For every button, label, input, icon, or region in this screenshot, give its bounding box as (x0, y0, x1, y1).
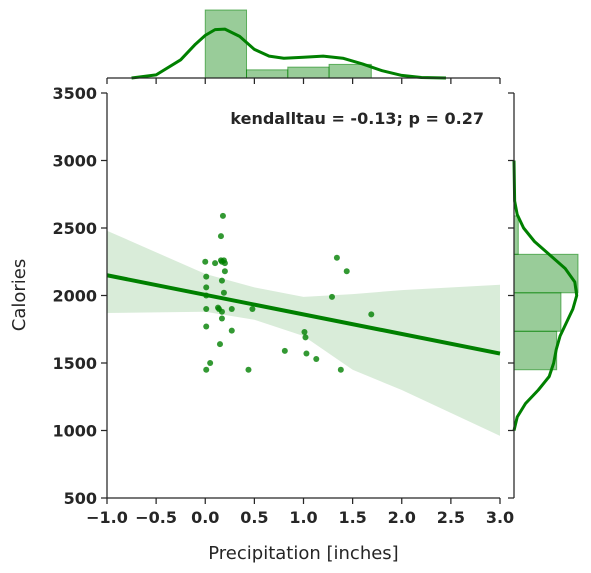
data-point (301, 328, 308, 335)
y-hist-bar (513, 215, 519, 255)
data-point (245, 366, 252, 373)
data-point (203, 366, 210, 373)
data-point (281, 347, 288, 354)
y-hist-bar (513, 330, 558, 371)
data-point (203, 273, 210, 280)
data-point (203, 323, 210, 330)
data-point (212, 260, 219, 267)
x-tick-label: 0.5 (240, 508, 268, 527)
regression-line (106, 273, 501, 356)
data-point (228, 327, 235, 334)
y-tick-label: 2500 (52, 219, 97, 238)
y-tick-label: 3500 (52, 84, 97, 103)
x-tick-label: 1.0 (289, 508, 317, 527)
data-point (219, 212, 226, 219)
data-point (368, 311, 375, 318)
y-tick-label: 1000 (52, 422, 97, 441)
x-tick-label: 0.0 (191, 508, 219, 527)
data-point (218, 277, 225, 284)
data-point (343, 268, 350, 275)
x-tick-label: 2.0 (388, 508, 416, 527)
tick-layer: −1.0 −0.5 0.0 0.5 1.0 1.5 2.0 2.5 3.0 500 1000 1500… (52, 78, 514, 527)
data-point (202, 258, 209, 265)
x-hist-bar (328, 63, 372, 79)
data-point (218, 315, 225, 322)
data-point (221, 260, 228, 267)
data-point (218, 308, 225, 315)
data-point (203, 306, 210, 312)
data-point (337, 366, 344, 373)
annotation-text: kendalltau = -0.13; p = 0.27 (230, 109, 484, 128)
data-point (228, 306, 235, 312)
x-marginal-kde-curve (131, 27, 446, 80)
x-tick-label: −0.5 (135, 508, 177, 527)
data-point (216, 341, 223, 348)
data-point (328, 293, 335, 300)
x-tick-label: 2.5 (437, 508, 465, 527)
y-tick-label: 2000 (52, 287, 97, 306)
data-point (207, 360, 214, 366)
regression-line-layer (106, 273, 501, 356)
data-point (217, 233, 224, 240)
data-point (203, 284, 210, 291)
x-marginal-histogram (204, 9, 372, 79)
x-tick-label: 1.5 (338, 508, 366, 527)
y-tick-label: 500 (64, 489, 97, 508)
x-axis-label: Precipitation [inches] (208, 543, 398, 564)
data-point (333, 254, 340, 261)
x-hist-bar (287, 66, 330, 79)
y-hist-bar (513, 292, 562, 332)
x-hist-bar (246, 69, 289, 79)
data-point (313, 355, 320, 362)
data-point (302, 334, 309, 341)
data-point (220, 289, 227, 296)
x-hist-bar (204, 9, 248, 79)
y-tick-label: 3000 (52, 152, 97, 171)
data-point (303, 350, 310, 357)
y-marginal-histogram (513, 215, 579, 371)
x-tick-label: −1.0 (86, 508, 128, 527)
y-marginal-kde-curve (512, 160, 579, 431)
y-tick-label: 1500 (52, 354, 97, 373)
y-axis-label: Calories (9, 259, 30, 331)
data-point (249, 306, 256, 312)
x-tick-label: 3.0 (486, 508, 514, 527)
marginal-kde-layer (131, 27, 579, 431)
data-point (221, 268, 228, 275)
